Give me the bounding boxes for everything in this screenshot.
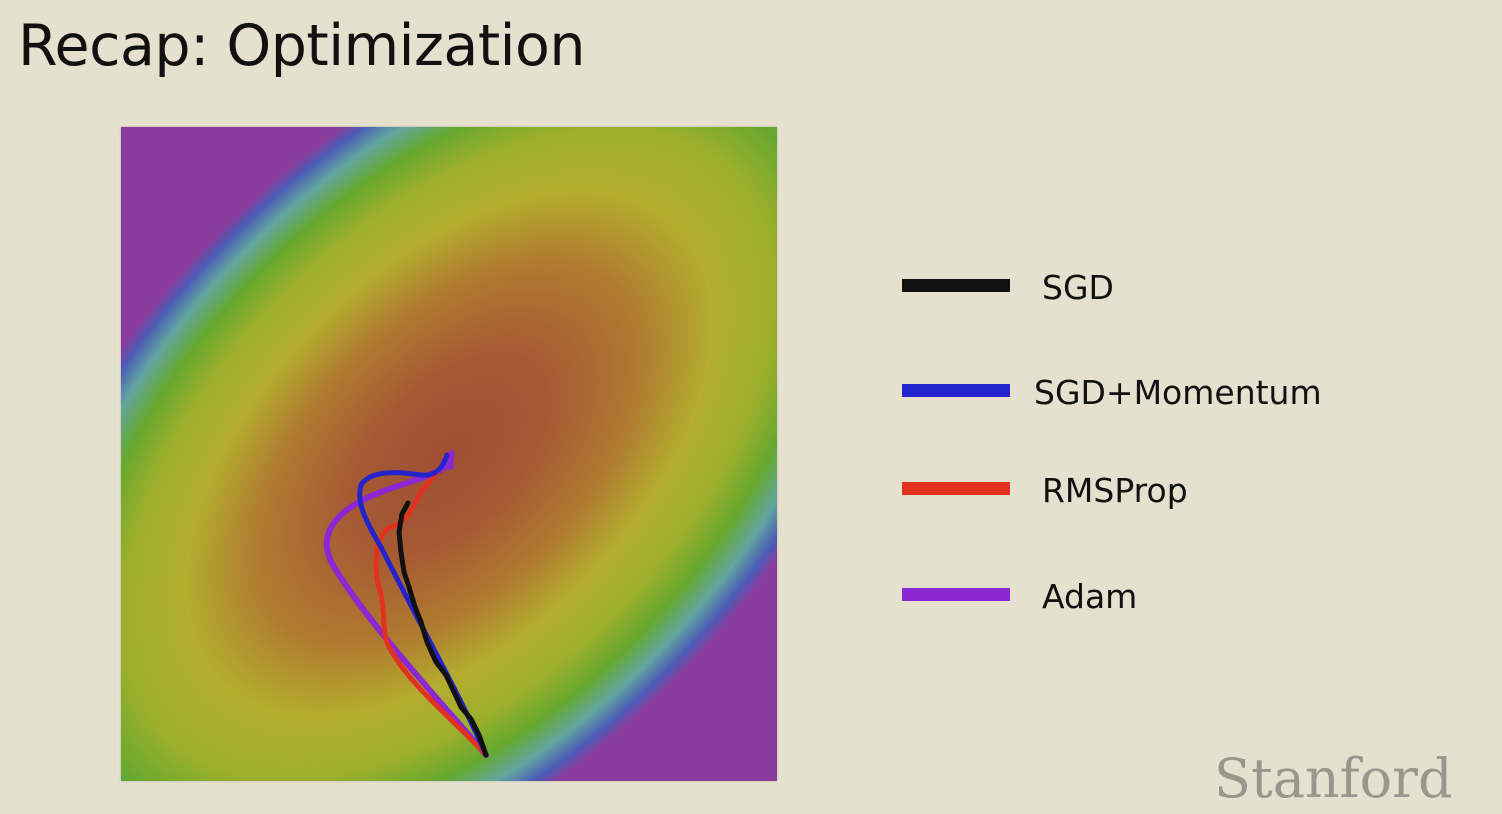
stanford-logo: Stanford bbox=[1214, 747, 1453, 810]
legend-item-sgd-momentum: SGD+Momentum bbox=[900, 367, 1380, 427]
rmsprop-path bbox=[373, 451, 489, 758]
legend-swatch-sgd bbox=[902, 279, 1010, 292]
legend-item-sgd: SGD bbox=[900, 262, 1380, 322]
slide-title: Recap: Optimization bbox=[18, 13, 586, 79]
legend-label-adam: Adam bbox=[1042, 577, 1138, 616]
legend-swatch-rmsprop bbox=[902, 482, 1010, 495]
legend-label-sgd: SGD bbox=[1042, 268, 1114, 307]
legend-swatch-sgd-momentum bbox=[902, 384, 1010, 397]
legend-swatch-adam bbox=[902, 588, 1010, 601]
sgd-path bbox=[396, 500, 489, 758]
optimization-contour-plot bbox=[121, 127, 777, 781]
legend-item-rmsprop: RMSProp bbox=[900, 465, 1380, 525]
legend-label-sgd-momentum: SGD+Momentum bbox=[1034, 373, 1322, 412]
adam-path bbox=[323, 450, 489, 758]
legend-label-rmsprop: RMSProp bbox=[1042, 471, 1188, 510]
legend-item-adam: Adam bbox=[900, 571, 1380, 631]
